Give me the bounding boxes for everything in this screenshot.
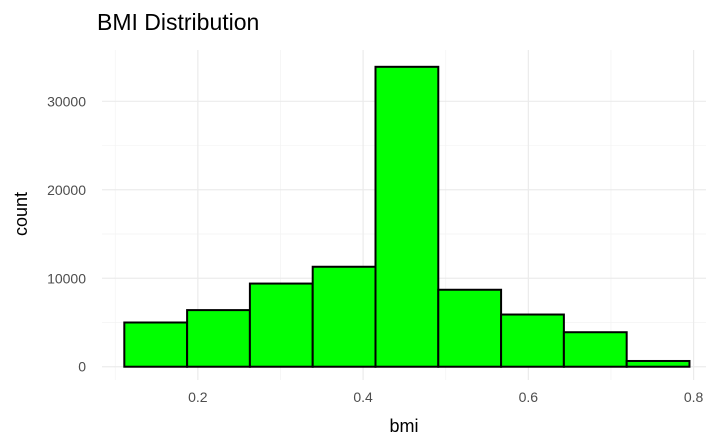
- histogram-bar-5: [374, 65, 440, 368]
- histogram-bar-6: [437, 288, 503, 368]
- y-tick-label: 0: [78, 359, 86, 375]
- histogram-bar-2: [186, 309, 251, 368]
- histogram-bar-9: [625, 359, 691, 368]
- x-tick-label: 0.6: [519, 389, 539, 405]
- histogram-bar-1: [123, 321, 189, 368]
- x-tick-label: 0.2: [188, 389, 208, 405]
- x-axis-title: bmi: [389, 416, 418, 436]
- histogram-bar-8: [562, 331, 628, 368]
- histogram-bar-4: [311, 265, 377, 368]
- chart-title: BMI Distribution: [97, 9, 259, 35]
- x-tick-label: 0.4: [353, 389, 373, 405]
- y-tick-label: 20000: [47, 182, 86, 198]
- bars: [123, 65, 691, 368]
- x-tick-labels: 0.2 0.4 0.6 0.8: [188, 389, 703, 405]
- y-axis-title: count: [11, 192, 31, 236]
- x-tick-label: 0.8: [684, 389, 704, 405]
- y-tick-labels: 0 10000 20000 30000: [47, 93, 86, 374]
- histogram-bar-3: [248, 282, 314, 368]
- histogram-bar-7: [500, 313, 565, 368]
- y-tick-label: 10000: [47, 270, 86, 286]
- y-tick-label: 30000: [47, 93, 86, 109]
